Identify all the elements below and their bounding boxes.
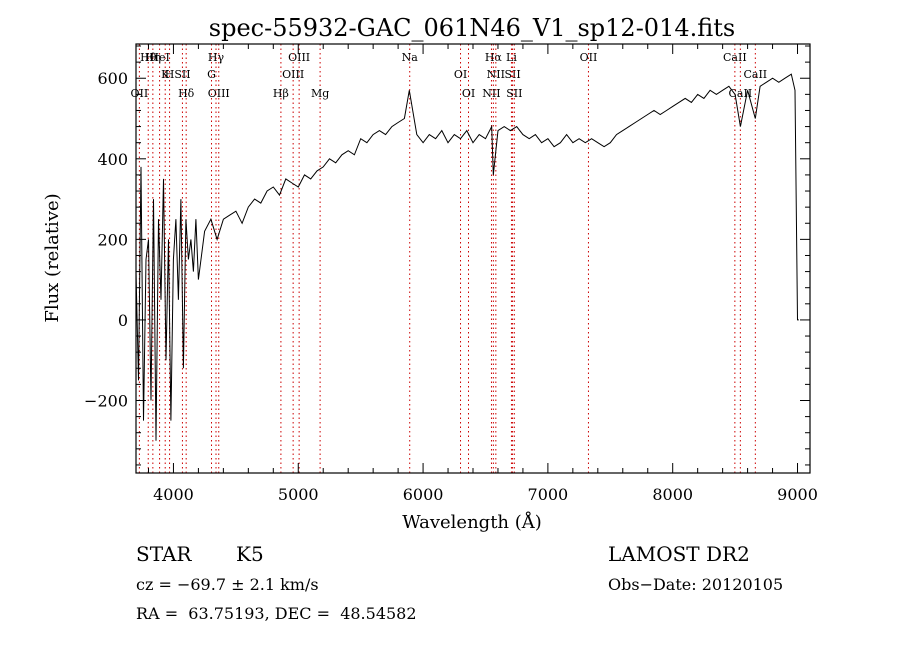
line-marker-label: G [207, 68, 216, 81]
line-marker-label: OIII [288, 51, 310, 64]
y-tick-label: 600 [97, 69, 128, 88]
line-marker-label: CaII [743, 68, 767, 81]
axes-layer: 4000 5000 6000 7000 8000 9000 −200 0 200 400 600 [84, 44, 818, 504]
line-marker-label: NII [487, 68, 505, 81]
line-marker-label: Hγ [208, 51, 225, 64]
line-marker-label: Hδ [178, 87, 195, 100]
spectrum-line [135, 73, 799, 441]
x-tick-label: 6000 [403, 485, 444, 504]
line-marker-label: CaII [723, 51, 747, 64]
class-label: STAR [136, 542, 192, 566]
series-layer [135, 73, 799, 441]
line-marker-label: Li [506, 51, 517, 64]
x-tick-label: 5000 [278, 485, 319, 504]
line-marker-label: NII [482, 87, 500, 100]
line-marker-label: OII [131, 87, 149, 100]
x-tick-label: 7000 [528, 485, 569, 504]
plot-frame [135, 43, 811, 474]
y-tick-label: 200 [97, 230, 128, 249]
line-marker-label: H [165, 68, 175, 81]
chart-title: spec-55932-GAC_061N46_V1_sp12-014.fits [209, 14, 735, 42]
line-marker-label: Hη [145, 51, 161, 64]
line-marker-label: OI [454, 68, 467, 81]
line-marker-label: SII [504, 68, 520, 81]
spectral-line-markers: HθKHδHeISIIOIIHηHOIIIHγGHβOIIIOIIIMgNaOI… [131, 44, 767, 473]
coordinates-text: RA = 63.75193, DEC = 48.54582 [136, 604, 417, 623]
y-axis-label: Flux (relative) [42, 193, 63, 322]
x-tick-label: 8000 [652, 485, 693, 504]
survey-label: LAMOST DR2 [608, 542, 750, 566]
x-tick-label: 9000 [777, 485, 818, 504]
redshift-text: cz = −69.7 ± 2.1 km/s [136, 575, 319, 594]
line-marker-label: K [161, 68, 170, 81]
line-marker-label: Na [402, 51, 419, 64]
y-tick-label: 400 [97, 150, 128, 169]
y-tick-label: −200 [84, 391, 128, 410]
line-marker-label: OIII [208, 87, 230, 100]
x-axis-label: Wavelength (Å) [402, 511, 542, 533]
subclass-label: K5 [236, 542, 264, 566]
line-marker-label: SII [174, 68, 190, 81]
y-tick-label: 0 [118, 311, 128, 330]
x-tick-label: 4000 [153, 485, 194, 504]
line-marker-label: Hβ [273, 87, 289, 100]
line-marker-label: OI [462, 87, 475, 100]
obs-date-text: Obs−Date: 20120105 [608, 575, 784, 594]
line-marker-label: Hα [485, 51, 503, 64]
line-marker-label: OIII [282, 68, 304, 81]
line-marker-label: OII [580, 51, 598, 64]
line-marker-label: SII [506, 87, 522, 100]
line-marker-label: HeI [149, 51, 169, 64]
line-marker-label: Mg [311, 87, 329, 100]
